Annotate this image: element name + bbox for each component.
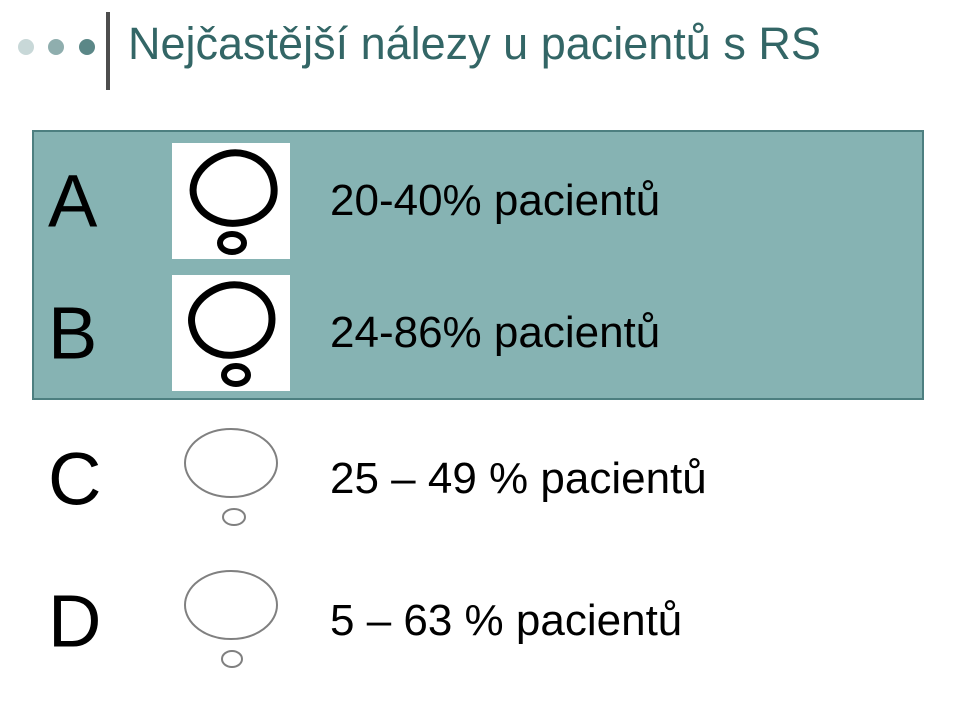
title-separator bbox=[106, 12, 110, 90]
row-letter-b: B bbox=[48, 291, 97, 376]
row-text-a: 20-40% pacientů bbox=[330, 176, 660, 226]
ring-icon bbox=[172, 563, 290, 679]
row-d: D 5 – 63 % pacientů bbox=[0, 556, 959, 686]
row-letter-a: A bbox=[48, 159, 97, 244]
slide: Nejčastější nálezy u pacientů s RS A 20-… bbox=[0, 0, 959, 719]
bullet-1 bbox=[18, 39, 34, 55]
row-text-b: 24-86% pacientů bbox=[330, 308, 660, 358]
row-a: A 20-40% pacientů bbox=[0, 136, 959, 266]
page-title: Nejčastější nálezy u pacientů s RS bbox=[128, 18, 821, 70]
ring-icon bbox=[172, 275, 290, 391]
row-text-d: 5 – 63 % pacientů bbox=[330, 596, 682, 646]
title-row: Nejčastější nálezy u pacientů s RS bbox=[0, 12, 959, 90]
row-letter-d: D bbox=[48, 579, 101, 664]
row-b: B 24-86% pacientů bbox=[0, 268, 959, 398]
row-letter-c: C bbox=[48, 437, 101, 522]
title-bullets bbox=[18, 38, 105, 56]
ring-icon bbox=[172, 421, 290, 537]
bullet-2 bbox=[48, 39, 64, 55]
row-c: C 25 – 49 % pacientů bbox=[0, 414, 959, 544]
bullet-3 bbox=[79, 39, 95, 55]
ring-icon bbox=[172, 143, 290, 259]
row-text-c: 25 – 49 % pacientů bbox=[330, 454, 707, 504]
